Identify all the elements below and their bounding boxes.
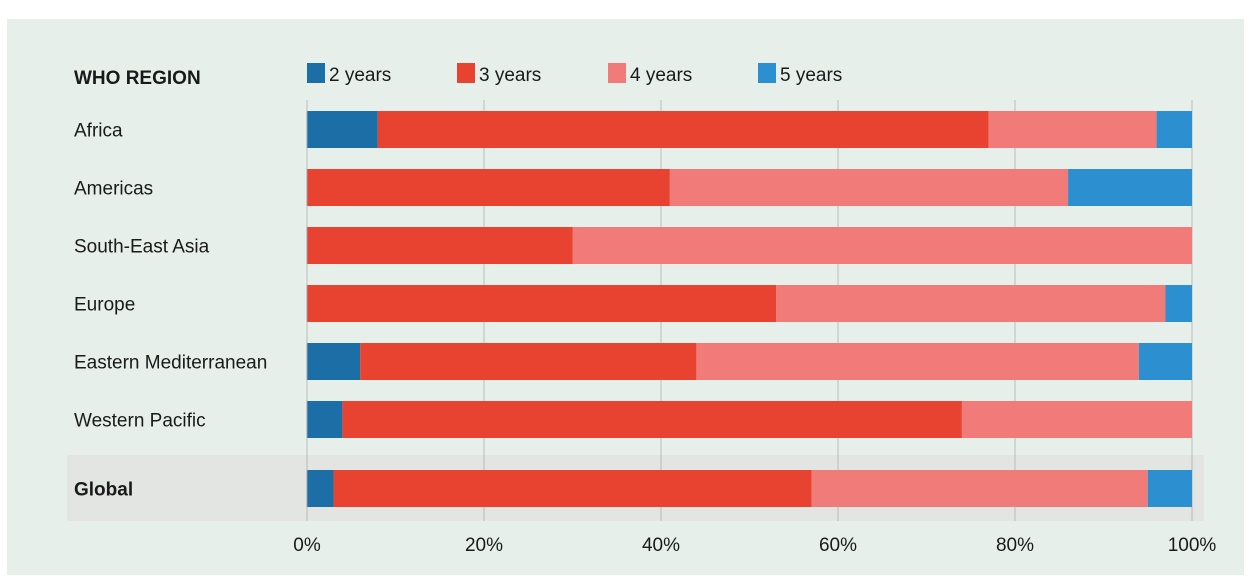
legend-label-5-years: 5 years <box>780 65 842 86</box>
bar-americas-5-years <box>1068 169 1192 206</box>
bar-global-2-years <box>307 470 334 507</box>
bar-eastern-mediterranean-3-years <box>360 343 697 380</box>
bar-europe-4-years <box>776 285 1166 322</box>
bar-africa-5-years <box>1156 111 1192 148</box>
legend-label-3-years: 3 years <box>479 65 541 86</box>
bar-eastern-mediterranean-5-years <box>1138 343 1192 380</box>
category-label-americas: Americas <box>74 179 153 200</box>
category-label-europe: Europe <box>74 295 135 316</box>
legend-swatch-5-years <box>758 63 776 83</box>
bar-global-4-years <box>811 470 1148 507</box>
x-tick-label: 100% <box>1168 535 1217 556</box>
legend-label-4-years: 4 years <box>630 65 692 86</box>
bar-global-3-years <box>333 470 812 507</box>
category-label-global: Global <box>74 480 133 501</box>
category-label-africa: Africa <box>74 121 123 142</box>
x-tick-label: 40% <box>642 535 680 556</box>
x-axis-ticks: 0% 20% 40% 60% 80% 100% <box>293 535 1216 556</box>
bar-western-pacific-2-years <box>307 401 343 438</box>
legend: 2 years 3 years 4 years 5 years <box>307 63 842 86</box>
bar-global-5-years <box>1147 470 1192 507</box>
bar-africa-3-years <box>377 111 989 148</box>
category-label-eastern-mediterranean: Eastern Mediterranean <box>74 353 267 374</box>
bar-eastern-mediterranean-2-years <box>307 343 361 380</box>
x-tick-label: 20% <box>465 535 503 556</box>
bar-south-east-asia-3-years <box>307 227 573 264</box>
x-tick-label: 80% <box>996 535 1034 556</box>
bar-south-east-asia-4-years <box>572 227 1192 264</box>
category-labels: WHO REGION Africa Americas South-East Asia… <box>74 68 267 501</box>
bar-africa-2-years <box>307 111 378 148</box>
legend-label-2-years: 2 years <box>329 65 391 86</box>
category-label-western-pacific: Western Pacific <box>74 411 206 432</box>
legend-swatch-4-years <box>608 63 626 83</box>
category-label-south-east-asia: South-East Asia <box>74 237 210 258</box>
bar-eastern-mediterranean-4-years <box>696 343 1139 380</box>
bars <box>306 111 1192 507</box>
x-tick-label: 60% <box>819 535 857 556</box>
legend-swatch-3-years <box>457 63 475 83</box>
bar-americas-4-years <box>669 169 1069 206</box>
bar-europe-5-years <box>1165 285 1192 322</box>
category-header: WHO REGION <box>74 68 201 89</box>
bar-europe-3-years <box>307 285 777 322</box>
bar-americas-3-years <box>307 169 670 206</box>
legend-swatch-2-years <box>307 63 325 83</box>
bar-western-pacific-3-years <box>342 401 962 438</box>
x-tick-label: 0% <box>293 535 321 556</box>
bar-western-pacific-4-years <box>961 401 1192 438</box>
bar-africa-4-years <box>988 111 1157 148</box>
